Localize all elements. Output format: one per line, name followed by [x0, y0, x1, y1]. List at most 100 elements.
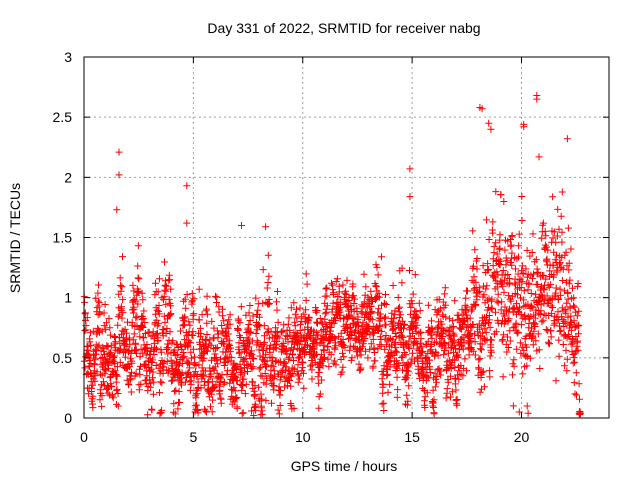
data-point	[508, 232, 516, 239]
data-point	[246, 302, 254, 309]
data-point	[118, 314, 126, 322]
data-point	[101, 370, 109, 378]
data-point	[261, 338, 269, 346]
data-point	[499, 282, 507, 290]
data-point	[572, 308, 580, 316]
data-point	[179, 322, 187, 330]
data-point	[136, 371, 144, 379]
data-point	[436, 305, 444, 313]
data-point	[278, 328, 285, 336]
data-point	[94, 324, 102, 332]
data-point	[235, 343, 243, 351]
data-point	[182, 304, 190, 312]
data-point	[450, 332, 458, 340]
data-point	[375, 293, 383, 301]
data-point	[382, 301, 390, 308]
data-point	[486, 352, 494, 360]
x-tick-label: 0	[80, 429, 88, 445]
data-point	[570, 294, 578, 302]
data-point	[507, 297, 515, 305]
data-point	[140, 334, 148, 342]
data-point	[196, 353, 204, 361]
data-point	[539, 219, 547, 227]
data-point	[112, 371, 120, 378]
data-point	[526, 252, 534, 260]
data-point	[482, 328, 490, 336]
data-point	[113, 400, 120, 408]
data-point	[290, 404, 298, 412]
data-point	[236, 360, 244, 368]
data-point	[319, 346, 327, 354]
data-point	[405, 345, 413, 353]
data-point	[302, 306, 310, 314]
data-point	[118, 283, 126, 291]
data-point	[281, 359, 289, 367]
data-point	[504, 317, 512, 324]
data-point	[119, 253, 126, 261]
data-point	[493, 250, 501, 258]
data-point	[532, 290, 540, 298]
data-point	[390, 340, 398, 348]
data-point	[280, 359, 288, 367]
data-point	[404, 371, 412, 379]
data-point	[189, 297, 196, 305]
data-point	[130, 305, 138, 313]
data-point	[94, 297, 102, 305]
data-point	[167, 285, 175, 293]
data-point	[413, 312, 421, 320]
data-point	[417, 329, 425, 337]
data-point	[89, 381, 97, 389]
data-point	[132, 369, 140, 377]
data-point	[387, 341, 395, 349]
data-point	[520, 123, 528, 131]
data-point	[160, 293, 168, 301]
data-point	[258, 404, 265, 412]
data-point	[257, 372, 265, 380]
data-point	[95, 281, 102, 289]
data-point	[212, 356, 220, 364]
data-point	[114, 321, 122, 329]
data-point	[147, 365, 155, 373]
data-point	[538, 234, 546, 242]
data-point	[473, 255, 481, 262]
data-point	[300, 369, 307, 377]
data-point	[518, 193, 526, 200]
data-point	[529, 341, 537, 349]
data-point	[155, 310, 163, 318]
data-point	[496, 244, 504, 252]
data-point	[313, 307, 321, 314]
data-point	[252, 294, 260, 302]
data-point	[390, 324, 398, 332]
data-point	[524, 286, 532, 294]
data-point	[330, 357, 338, 365]
data-point	[221, 329, 229, 337]
data-point	[203, 331, 211, 338]
data-point	[398, 279, 406, 287]
data-point	[393, 348, 401, 356]
data-point	[383, 372, 391, 379]
data-point	[269, 362, 277, 370]
data-point	[479, 262, 487, 270]
data-point	[243, 348, 251, 356]
data-point	[571, 390, 579, 398]
data-point	[140, 307, 148, 315]
data-point	[465, 351, 473, 359]
data-point	[455, 311, 463, 319]
y-tick-label: 2.5	[53, 109, 73, 125]
data-point	[98, 381, 106, 389]
data-point	[97, 354, 105, 362]
data-point	[458, 342, 466, 350]
data-point	[473, 296, 481, 304]
data-point	[411, 271, 419, 279]
data-point	[299, 347, 307, 355]
data-point	[81, 309, 89, 317]
data-point	[355, 322, 362, 330]
data-point	[507, 241, 515, 249]
data-point	[267, 371, 275, 379]
data-point	[399, 352, 407, 360]
data-point	[574, 280, 582, 287]
data-point	[552, 377, 560, 385]
data-point	[285, 376, 293, 384]
data-point	[473, 265, 481, 273]
data-point	[323, 302, 331, 310]
